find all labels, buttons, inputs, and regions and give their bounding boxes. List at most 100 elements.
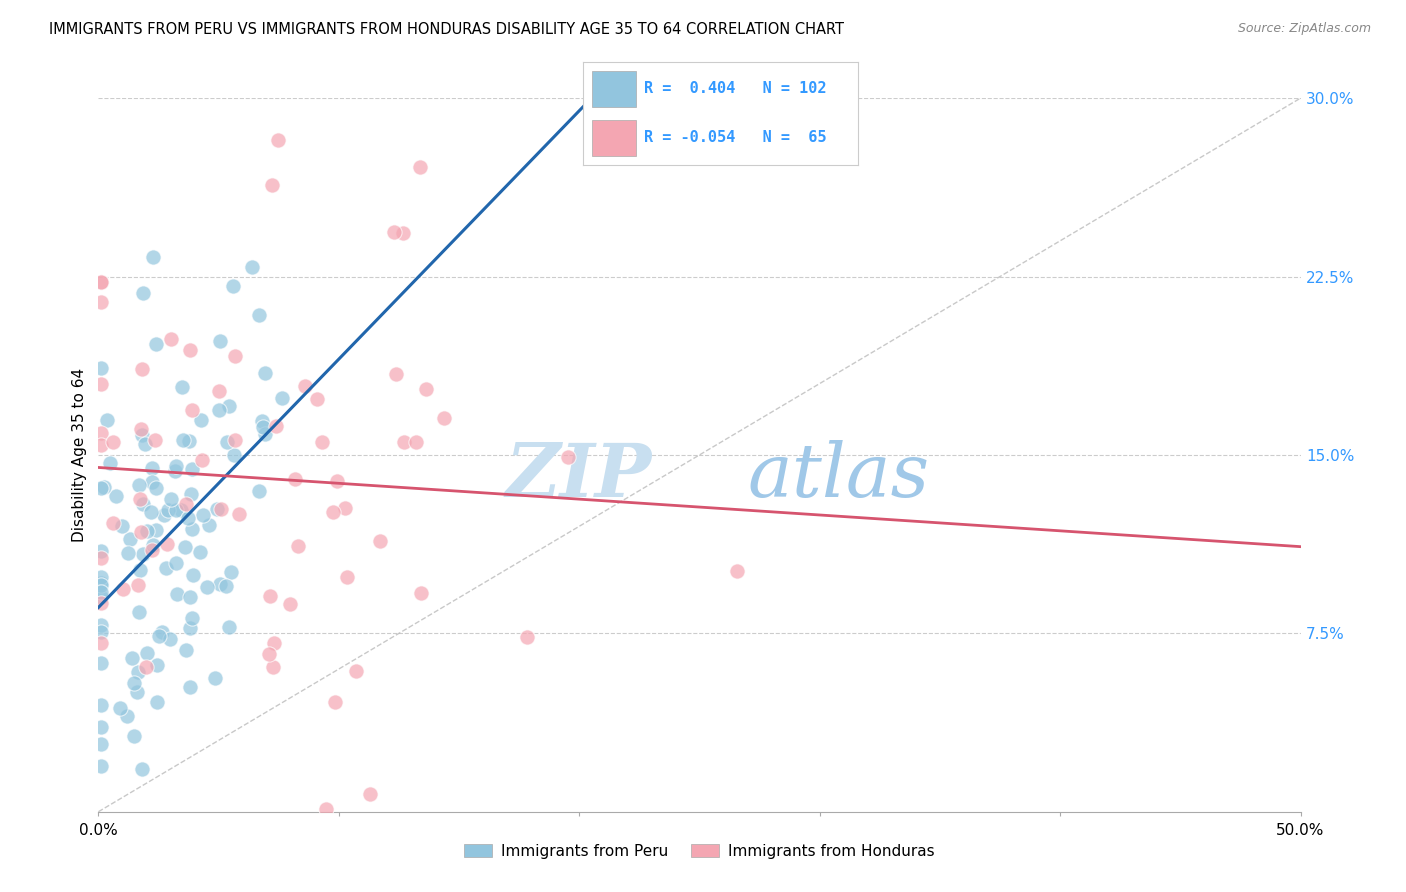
Point — [128, 478, 150, 492]
Point — [165, 503, 187, 517]
Point — [159, 632, 181, 646]
Point — [117, 709, 139, 723]
Point — [172, 379, 194, 393]
Point — [208, 577, 231, 591]
Point — [165, 556, 187, 570]
Point — [132, 496, 155, 510]
Point — [90, 481, 112, 495]
Point — [181, 522, 204, 536]
Point — [294, 378, 316, 392]
Point — [121, 651, 143, 665]
Point — [179, 434, 201, 449]
Point — [90, 597, 112, 611]
Point — [131, 361, 153, 376]
Point — [181, 568, 204, 582]
Point — [180, 487, 202, 501]
Point — [118, 532, 141, 546]
Point — [405, 434, 427, 449]
Point — [131, 285, 153, 300]
Point — [247, 484, 270, 499]
Point — [181, 461, 204, 475]
Point — [176, 497, 198, 511]
FancyBboxPatch shape — [592, 120, 636, 156]
Point — [333, 500, 356, 515]
Text: ZIP: ZIP — [505, 440, 651, 513]
Point — [129, 524, 152, 539]
Point — [263, 636, 285, 650]
Point — [145, 482, 167, 496]
Point — [90, 656, 112, 670]
Point — [409, 160, 432, 174]
Point — [218, 399, 240, 413]
Point — [208, 402, 231, 417]
Point — [90, 377, 112, 392]
Point — [516, 630, 538, 644]
Point — [260, 178, 283, 193]
Point — [179, 343, 201, 357]
Point — [90, 425, 112, 440]
Point — [163, 464, 186, 478]
Point — [191, 508, 214, 522]
Point — [270, 391, 292, 405]
Point — [208, 334, 231, 348]
Point — [257, 647, 280, 661]
Point — [90, 570, 112, 584]
Point — [252, 420, 274, 434]
Point — [145, 337, 167, 351]
Point — [101, 516, 124, 530]
Point — [170, 503, 193, 517]
Point — [205, 502, 228, 516]
Point — [195, 580, 218, 594]
Point — [259, 589, 281, 603]
Point — [104, 489, 127, 503]
Point — [143, 433, 166, 447]
Point — [111, 518, 134, 533]
Point — [156, 537, 179, 551]
Point — [98, 456, 121, 470]
Point — [141, 460, 163, 475]
Point — [224, 434, 246, 448]
Point — [90, 720, 112, 734]
Point — [215, 434, 238, 449]
Point — [207, 384, 229, 398]
Point — [204, 671, 226, 685]
Text: R = -0.054   N =  65: R = -0.054 N = 65 — [644, 130, 827, 145]
Text: atlas: atlas — [748, 440, 929, 513]
Point — [90, 737, 112, 751]
Point — [180, 403, 202, 417]
Point — [136, 524, 159, 539]
Point — [250, 414, 273, 428]
Point — [142, 538, 165, 552]
Point — [160, 491, 183, 506]
Point — [127, 578, 149, 592]
Point — [108, 701, 131, 715]
Y-axis label: Disability Age 35 to 64: Disability Age 35 to 64 — [72, 368, 87, 542]
Point — [287, 539, 309, 553]
Point — [131, 422, 153, 436]
Point — [90, 275, 112, 289]
Point — [190, 413, 212, 427]
Point — [134, 436, 156, 450]
Point — [177, 510, 200, 524]
Point — [155, 561, 177, 575]
Point — [124, 675, 146, 690]
Point — [141, 475, 163, 489]
FancyBboxPatch shape — [592, 70, 636, 106]
Point — [240, 260, 263, 274]
Point — [90, 275, 112, 289]
Legend: Immigrants from Peru, Immigrants from Honduras: Immigrants from Peru, Immigrants from Ho… — [458, 838, 941, 864]
Point — [344, 664, 367, 678]
Point — [90, 698, 112, 712]
Point — [136, 646, 159, 660]
Point — [278, 598, 301, 612]
Point — [211, 501, 233, 516]
Point — [146, 694, 169, 708]
Point — [394, 434, 416, 449]
Point — [368, 533, 391, 548]
Point — [311, 435, 333, 450]
Point — [190, 544, 212, 558]
Point — [409, 586, 432, 600]
Point — [224, 349, 246, 363]
Point — [198, 517, 221, 532]
Point — [145, 524, 167, 538]
